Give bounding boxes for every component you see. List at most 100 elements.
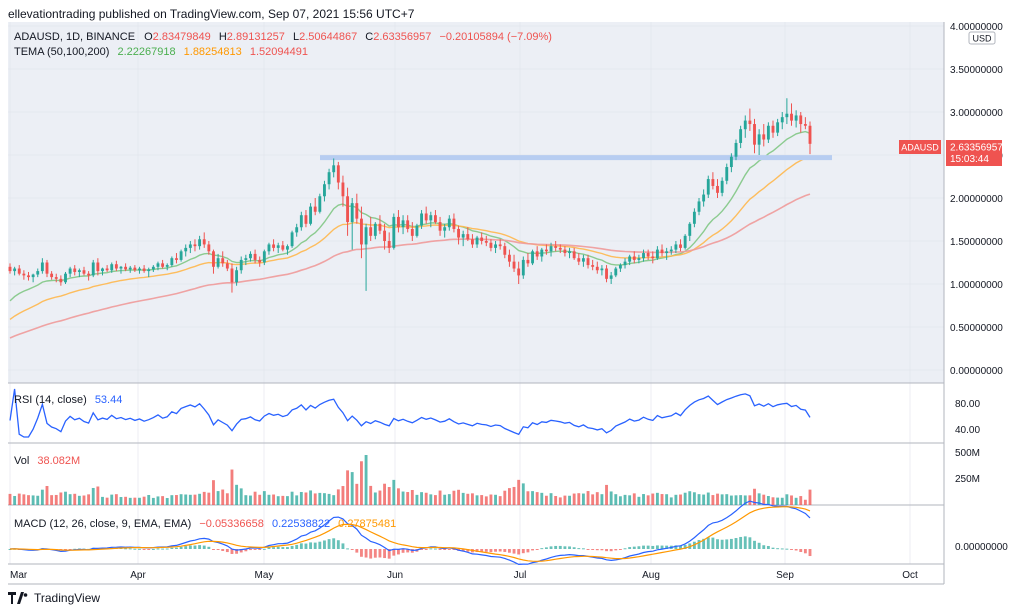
- footer-brand[interactable]: TradingView: [8, 591, 100, 605]
- candle-body: [31, 274, 35, 278]
- volume-bar: [202, 491, 206, 505]
- macd-signal-line: [9, 506, 811, 562]
- candle-body: [771, 125, 775, 133]
- macd-histogram-bar: [766, 545, 770, 549]
- volume-bar: [59, 492, 63, 505]
- candle-body: [68, 268, 72, 274]
- candle-body: [313, 206, 317, 212]
- macd-histogram-bar: [170, 547, 174, 549]
- macd-histogram-bar: [790, 549, 793, 550]
- volume-bar: [443, 494, 447, 505]
- candle-body: [350, 203, 354, 223]
- candle-body: [484, 241, 488, 243]
- macd-histogram-bar: [179, 546, 183, 549]
- candle-body: [457, 228, 460, 238]
- volume-bar: [526, 491, 530, 505]
- candle-body: [392, 216, 396, 248]
- macd-histogram-bar: [535, 549, 539, 550]
- macd-histogram-bar: [443, 549, 447, 550]
- candle-body: [600, 268, 604, 271]
- volume-bar: [521, 483, 525, 505]
- macd-histogram-bar: [794, 549, 798, 551]
- currency-badge[interactable]: [968, 31, 996, 45]
- macd-legend-v2: 0.22538822: [272, 518, 330, 530]
- legend-close-value: 2.63356957: [373, 31, 431, 43]
- candle-body: [655, 249, 659, 259]
- candle-body: [660, 249, 664, 254]
- candle-body: [101, 268, 104, 272]
- candle-body: [794, 115, 798, 121]
- macd-histogram-bar: [586, 549, 590, 550]
- candle-body: [332, 165, 336, 173]
- macd-histogram-bar: [568, 546, 571, 549]
- grid-lines: [8, 22, 944, 564]
- volume-bar: [646, 495, 650, 505]
- volume-bar: [230, 469, 234, 505]
- candle-body: [290, 232, 294, 247]
- volume-bar: [706, 492, 710, 505]
- chart-area[interactable]: ADAUSD, 1D, BINANCE O2.83479849 H2.89131…: [0, 22, 1024, 585]
- candle-body: [757, 134, 761, 145]
- volume-bar: [31, 495, 35, 505]
- volume-bar: [572, 493, 576, 505]
- volume-bar: [563, 495, 567, 505]
- macd-histogram-bar: [743, 536, 747, 549]
- candle-body: [272, 244, 276, 248]
- macd-histogram-bar: [397, 549, 400, 555]
- candle-body: [221, 258, 225, 264]
- candle-body: [674, 244, 678, 250]
- macd-histogram-bar: [651, 545, 655, 549]
- candle-body: [429, 215, 433, 221]
- candle-body: [480, 237, 484, 241]
- macd-histogram-bar: [193, 545, 197, 549]
- candle-body: [54, 277, 58, 279]
- volume-bar: [628, 495, 632, 505]
- macd-histogram-bar: [679, 545, 682, 549]
- candle-body: [184, 247, 188, 252]
- candle-body: [161, 263, 165, 267]
- macd-histogram-bar: [161, 548, 165, 550]
- candle-body: [609, 275, 613, 279]
- candle-body: [776, 122, 780, 133]
- candle-body: [133, 267, 137, 271]
- macd-histogram-bar: [716, 539, 719, 549]
- candle-body: [470, 239, 474, 245]
- macd-histogram-bar: [341, 543, 345, 549]
- volume-bar: [267, 494, 271, 505]
- macd-histogram-bar: [683, 544, 687, 549]
- macd-histogram-bar: [697, 540, 701, 549]
- candle-body: [202, 239, 206, 245]
- price-tag: [946, 140, 1002, 166]
- rsi-polyline: [9, 388, 811, 438]
- volume-bar: [54, 494, 58, 505]
- macd-histogram-bar: [549, 546, 553, 549]
- macd-histogram-bar: [503, 549, 507, 552]
- candle-body: [706, 179, 710, 195]
- macd-histogram-bar: [799, 549, 803, 552]
- macd-histogram-bar: [660, 545, 664, 549]
- macd-histogram-bar: [230, 549, 234, 554]
- candle-body: [397, 216, 400, 228]
- candle-body: [77, 270, 81, 272]
- candle-body: [517, 268, 521, 276]
- candle-body: [785, 113, 789, 118]
- time-axis: Mar Apr May Jun Jul Aug Sep Oct: [10, 570, 918, 581]
- macd-histogram-bar: [438, 549, 442, 550]
- macd-histogram-bar: [364, 549, 368, 558]
- candle-body: [743, 120, 747, 130]
- volume-bar: [188, 494, 192, 505]
- candle-body: [327, 172, 331, 185]
- volume-bar: [327, 493, 331, 505]
- chart-svg[interactable]: ADAUSD, 1D, BINANCE O2.83479849 H2.89131…: [0, 22, 1024, 585]
- candle-body: [577, 258, 581, 262]
- volume-bar: [133, 497, 137, 505]
- macd-histogram-bar: [406, 549, 410, 553]
- legend-tema-v2: 1.88254813: [184, 46, 242, 58]
- candle-body: [304, 215, 308, 224]
- candle-body: [401, 220, 405, 228]
- candle-body: [475, 237, 479, 245]
- volume-bar: [743, 495, 747, 505]
- candle-body: [170, 258, 174, 266]
- candle-body: [443, 227, 447, 231]
- time-tick-label: Oct: [902, 570, 918, 581]
